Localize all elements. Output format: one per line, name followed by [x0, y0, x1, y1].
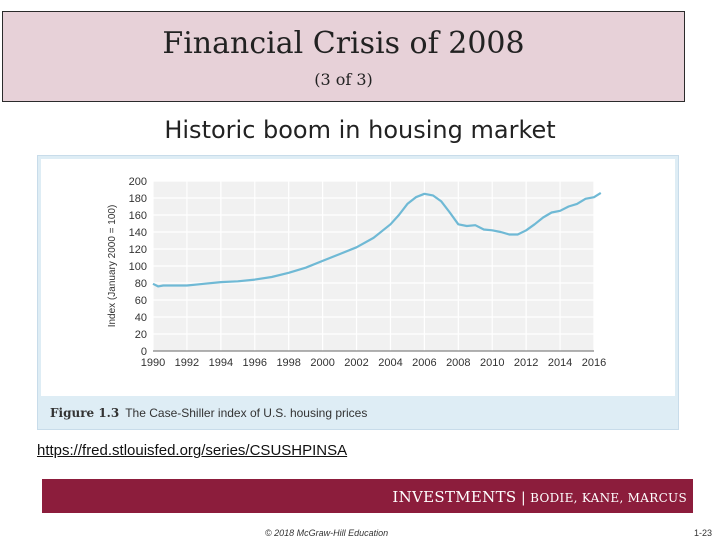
figure-number: Figure 1.3: [50, 406, 120, 420]
plot-panel: 0 20 40 60 80 100 120 140 160 180 200 1990 1992 1994 1…: [41, 159, 675, 396]
slide-part: (3 of 3): [314, 70, 373, 89]
y-tick-label: 20: [135, 329, 147, 341]
footer-separator: |: [520, 490, 526, 506]
y-tick-label: 180: [129, 193, 147, 205]
x-tick-label: 2016: [582, 357, 606, 369]
figure-caption: Figure 1.3 The Case-Shiller index of U.S.…: [50, 406, 367, 420]
y-tick-label: 200: [129, 176, 147, 188]
footer-bar: INVESTMENTS | BODIE, KANE, MARCUS: [42, 479, 693, 513]
slide-title: Financial Crisis of 2008: [162, 26, 525, 61]
footer-authors: BODIE, KANE, MARCUS: [530, 491, 687, 505]
footer-text: INVESTMENTS | BODIE, KANE, MARCUS: [392, 488, 687, 506]
y-tick-label: 60: [135, 295, 147, 307]
x-tick-label: 1990: [141, 357, 165, 369]
figure-caption-text: The Case-Shiller index of U.S. housing p…: [125, 406, 368, 420]
x-tick-label: 2008: [446, 357, 470, 369]
x-tick-label: 2002: [344, 357, 368, 369]
x-tick-label: 2010: [480, 357, 504, 369]
y-tick-label: 40: [135, 312, 147, 324]
figure-panel: 0 20 40 60 80 100 120 140 160 180 200 1990 1992 1994 1…: [37, 155, 679, 430]
x-tick-label: 1998: [276, 357, 300, 369]
x-tick-label: 2014: [548, 357, 572, 369]
x-tick-label: 1992: [175, 357, 199, 369]
x-tick-label: 2004: [378, 357, 402, 369]
x-tick-label: 1996: [243, 357, 267, 369]
series-line: [152, 191, 602, 288]
title-box: Financial Crisis of 2008 (3 of 3): [2, 11, 685, 102]
page-number: 1-23: [693, 528, 712, 538]
y-tick-label: 80: [135, 278, 147, 290]
footer-book: INVESTMENTS: [392, 488, 517, 506]
y-axis-label: Index (January 2000 = 100): [107, 205, 118, 328]
y-tick-label: 100: [129, 261, 147, 273]
x-tick-label: 2006: [412, 357, 436, 369]
case-shiller-chart: 0 20 40 60 80 100 120 140 160 180 200 1990 1992 1994 1…: [107, 176, 606, 369]
y-tick-label: 120: [129, 244, 147, 256]
x-tick-label: 1994: [209, 357, 233, 369]
y-tick-label: 140: [129, 227, 147, 239]
x-tick-label: 2000: [310, 357, 334, 369]
y-tick-label: 0: [141, 346, 147, 358]
copyright: © 2018 McGraw-Hill Education: [265, 528, 389, 538]
y-tick-label: 160: [129, 210, 147, 222]
slide-subtitle: Historic boom in housing market: [164, 116, 556, 144]
x-tick-label: 2012: [514, 357, 538, 369]
source-link[interactable]: https://fred.stlouisfed.org/series/CSUSH…: [37, 442, 348, 459]
